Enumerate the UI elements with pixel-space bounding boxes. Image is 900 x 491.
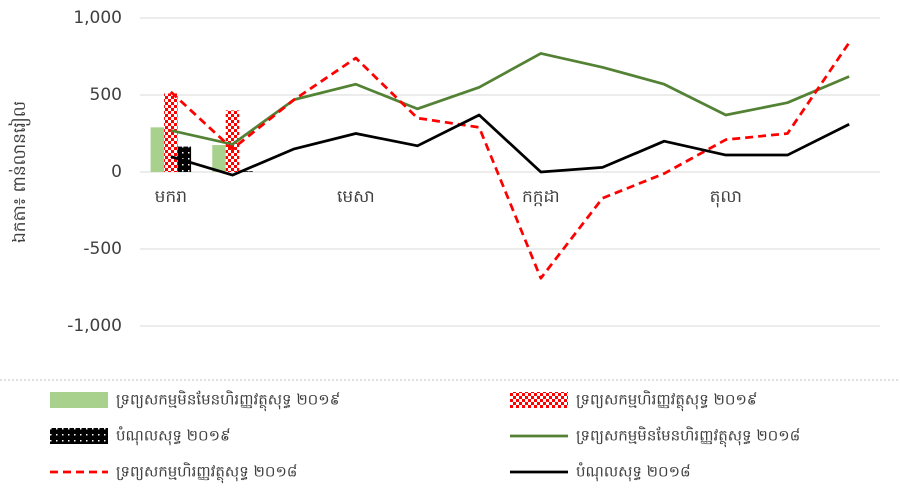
x-tick-label: កក្កដា <box>522 187 560 207</box>
line <box>169 41 851 280</box>
legend-label: ទ្រព្យសកម្មមិនមែនហិរញ្ញវត្ថុសុទ្ធ ២០១៨ <box>576 426 800 448</box>
x-tick-label: មេសា <box>337 187 375 207</box>
y-tick-label: -1,000 <box>67 316 122 336</box>
line <box>170 52 850 146</box>
bar <box>212 145 226 172</box>
legend-swatch <box>50 428 108 444</box>
y-tick-label: 1,000 <box>73 8 122 28</box>
bar <box>150 127 165 172</box>
legend-label: បំណុលសុទ្ធ ២០១៩ <box>116 426 231 446</box>
bar <box>225 110 240 172</box>
bar <box>164 93 178 172</box>
legend-label: បំណុលសុទ្ធ ២០១៨ <box>576 462 691 482</box>
line <box>170 113 850 177</box>
y-axis-title: ឯកតា៖ ពាន់លានរៀល <box>8 101 31 243</box>
x-tick-label: មករា <box>155 187 187 207</box>
legend-swatch <box>50 392 108 408</box>
legend-label: ទ្រព្យសកម្មហិរញ្ញវត្ថុសុទ្ធ ២០១៩ <box>576 390 757 412</box>
y-tick-label: -500 <box>83 239 122 259</box>
y-tick-label: 0 <box>111 162 122 182</box>
legend-label: ទ្រព្យសកម្មមិនមែនហិរញ្ញវត្ថុសុទ្ធ ២០១៩ <box>116 390 340 412</box>
bar <box>239 171 253 172</box>
x-tick-label: តុលា <box>710 187 742 208</box>
legend-label: ទ្រព្យសកម្មហិរញ្ញវត្ថុសុទ្ធ ២០១៨ <box>116 462 297 484</box>
legend-swatch <box>510 392 568 408</box>
y-tick-label: 500 <box>90 85 122 105</box>
